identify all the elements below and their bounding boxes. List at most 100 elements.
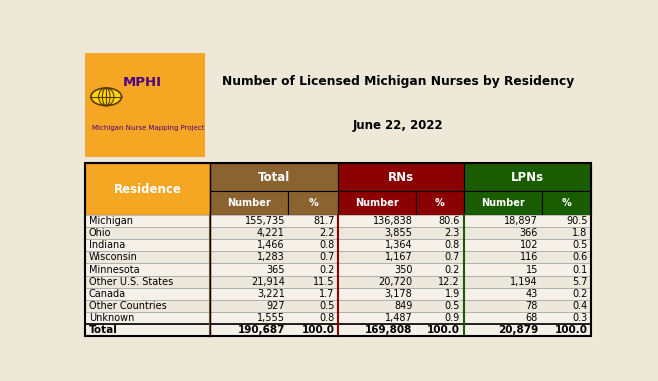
Text: Ohio: Ohio	[89, 228, 111, 238]
Bar	[464, 163, 591, 191]
Text: 100.0: 100.0	[555, 325, 588, 335]
Text: 0.5: 0.5	[572, 240, 588, 250]
Text: 0.7: 0.7	[445, 252, 460, 263]
Text: 169,808: 169,808	[365, 325, 413, 335]
Text: 102: 102	[520, 240, 538, 250]
Bar	[85, 251, 591, 263]
Text: 11.5: 11.5	[313, 277, 334, 287]
Text: Canada: Canada	[89, 289, 126, 299]
Text: Total: Total	[89, 325, 118, 335]
Text: %: %	[561, 198, 571, 208]
Text: 0.1: 0.1	[572, 264, 588, 275]
Text: Number: Number	[481, 198, 524, 208]
Text: 43: 43	[526, 289, 538, 299]
Bar	[85, 163, 211, 215]
Text: Minnesota: Minnesota	[89, 264, 139, 275]
Text: 0.2: 0.2	[319, 264, 334, 275]
Text: 3,855: 3,855	[384, 228, 413, 238]
Text: 12.2: 12.2	[438, 277, 460, 287]
Bar	[85, 312, 591, 324]
Bar	[338, 163, 464, 191]
Text: 100.0: 100.0	[301, 325, 334, 335]
Text: 2.3: 2.3	[445, 228, 460, 238]
Bar	[85, 227, 591, 239]
Text: 1,487: 1,487	[385, 313, 413, 323]
Text: Residence: Residence	[114, 182, 182, 195]
Text: 0.2: 0.2	[445, 264, 460, 275]
Text: 1.8: 1.8	[572, 228, 588, 238]
Text: 0.2: 0.2	[572, 289, 588, 299]
Text: 849: 849	[394, 301, 413, 311]
Text: 190,687: 190,687	[238, 325, 285, 335]
Text: %: %	[309, 198, 318, 208]
Text: 3,178: 3,178	[385, 289, 413, 299]
Text: 81.7: 81.7	[313, 216, 334, 226]
Text: 2.2: 2.2	[319, 228, 334, 238]
Bar	[85, 215, 591, 227]
Text: 365: 365	[266, 264, 285, 275]
Text: Indiana: Indiana	[89, 240, 125, 250]
Text: 20,879: 20,879	[498, 325, 538, 335]
Text: 21,914: 21,914	[251, 277, 285, 287]
Text: MPHI: MPHI	[123, 76, 162, 89]
Text: Total: Total	[258, 171, 290, 184]
Text: 350: 350	[394, 264, 413, 275]
Text: 100.0: 100.0	[427, 325, 460, 335]
Text: Number: Number	[355, 198, 399, 208]
Bar	[85, 300, 591, 312]
Text: 1.7: 1.7	[319, 289, 334, 299]
Text: June 22, 2022: June 22, 2022	[353, 120, 443, 133]
Bar	[464, 191, 542, 215]
Text: Unknown: Unknown	[89, 313, 134, 323]
Text: 116: 116	[520, 252, 538, 263]
Text: 0.6: 0.6	[572, 252, 588, 263]
Text: 0.7: 0.7	[319, 252, 334, 263]
Text: Number: Number	[228, 198, 271, 208]
Text: 68: 68	[526, 313, 538, 323]
Bar	[288, 191, 338, 215]
Text: 1,466: 1,466	[257, 240, 285, 250]
Text: 0.9: 0.9	[445, 313, 460, 323]
Text: 1.9: 1.9	[445, 289, 460, 299]
Bar	[85, 288, 591, 300]
Bar	[542, 191, 591, 215]
Bar	[416, 191, 464, 215]
Text: LPNs: LPNs	[511, 171, 544, 184]
Text: 78: 78	[526, 301, 538, 311]
Text: 90.5: 90.5	[566, 216, 588, 226]
Text: 0.4: 0.4	[572, 301, 588, 311]
Bar	[85, 53, 205, 157]
Text: 927: 927	[266, 301, 285, 311]
Text: Wisconsin: Wisconsin	[89, 252, 138, 263]
Text: 0.8: 0.8	[319, 240, 334, 250]
Text: %: %	[435, 198, 445, 208]
Text: 4,221: 4,221	[257, 228, 285, 238]
Text: RNs: RNs	[388, 171, 414, 184]
Text: 3,221: 3,221	[257, 289, 285, 299]
Text: 5.7: 5.7	[572, 277, 588, 287]
Text: 18,897: 18,897	[504, 216, 538, 226]
Text: 80.6: 80.6	[439, 216, 460, 226]
Text: 155,735: 155,735	[245, 216, 285, 226]
Text: 0.8: 0.8	[445, 240, 460, 250]
Bar	[85, 324, 591, 336]
Bar	[85, 263, 591, 275]
Text: Michigan: Michigan	[89, 216, 133, 226]
Bar	[85, 275, 591, 288]
Text: Michigan Nurse Mapping Project: Michigan Nurse Mapping Project	[92, 125, 205, 131]
Text: 0.5: 0.5	[319, 301, 334, 311]
Text: 15: 15	[526, 264, 538, 275]
Text: 1,283: 1,283	[257, 252, 285, 263]
Text: Other Countries: Other Countries	[89, 301, 166, 311]
Circle shape	[91, 88, 122, 106]
Text: 366: 366	[520, 228, 538, 238]
Text: 1,194: 1,194	[511, 277, 538, 287]
Bar	[85, 163, 591, 336]
Text: 1,555: 1,555	[257, 313, 285, 323]
Bar	[211, 191, 288, 215]
Text: 20,720: 20,720	[378, 277, 413, 287]
Text: 0.3: 0.3	[572, 313, 588, 323]
Text: 136,838: 136,838	[372, 216, 413, 226]
Bar	[211, 163, 338, 191]
Bar	[338, 191, 416, 215]
